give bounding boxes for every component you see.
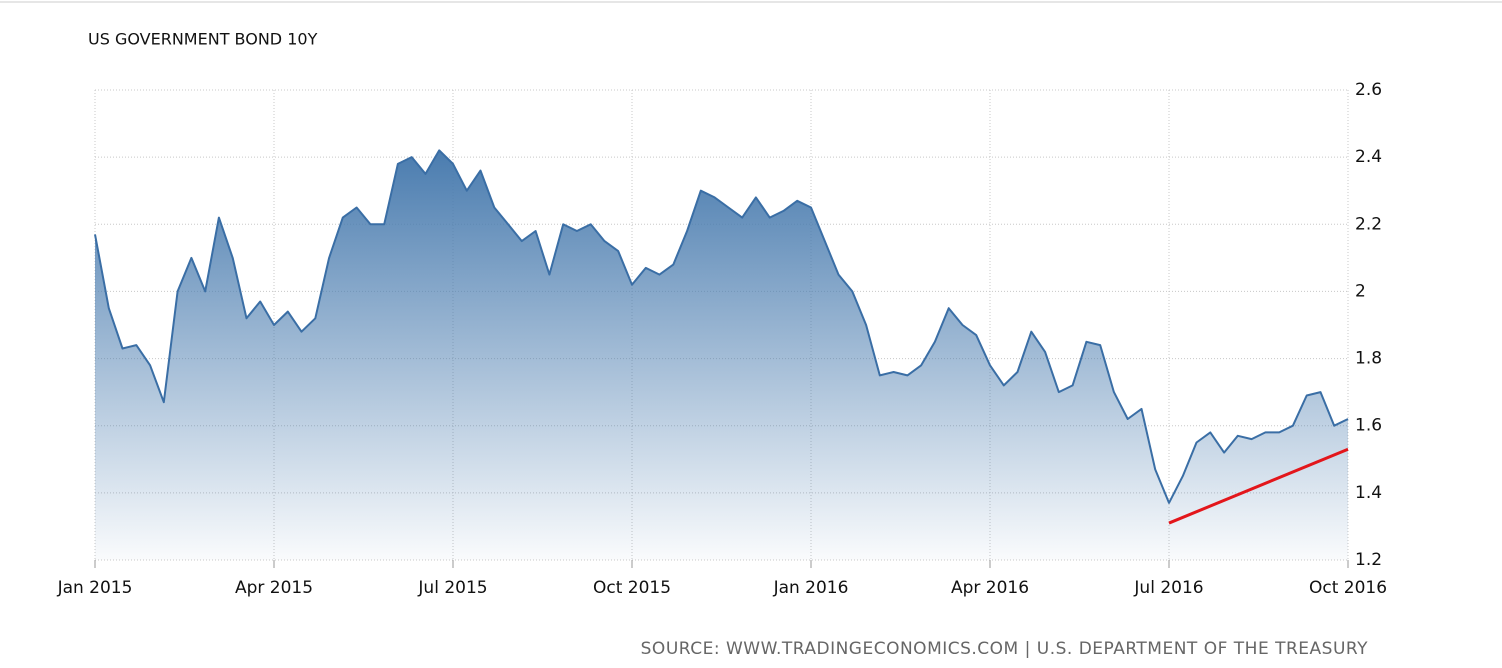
y-tick-label: 2.6	[1355, 80, 1382, 100]
y-tick-label: 1.6	[1355, 416, 1382, 436]
x-tick-label: Jul 2016	[1133, 578, 1203, 598]
source: SOURCE: WWW.TRADINGECONOMICS.COM | U.S. …	[641, 639, 1368, 659]
y-tick-label: 2	[1355, 281, 1366, 301]
line	[94, 149, 1349, 504]
trend-line	[1168, 447, 1349, 525]
y-tick-label: 1.4	[1355, 483, 1382, 503]
x-tick-label: Apr 2015	[235, 578, 313, 598]
x-tick-label: Jan 2015	[57, 578, 133, 598]
y-tick-label: 1.2	[1355, 550, 1382, 570]
x-tick-label: Oct 2016	[1309, 578, 1387, 598]
x-tick-label: Apr 2016	[951, 578, 1029, 598]
area	[95, 150, 1348, 560]
x-tick-label: Oct 2015	[593, 578, 671, 598]
x-tick-label: Jan 2016	[773, 578, 849, 598]
chart-title: US GOVERNMENT BOND 10Y	[88, 30, 318, 49]
y-tick-label: 2.4	[1355, 147, 1382, 167]
y-tick-label: 2.2	[1355, 214, 1382, 234]
x-tick-label: Jul 2015	[417, 578, 487, 598]
y-tick-label: 1.8	[1355, 349, 1382, 369]
